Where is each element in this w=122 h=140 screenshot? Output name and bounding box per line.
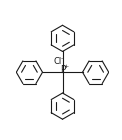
Text: +: + [64, 64, 69, 69]
Text: P: P [61, 65, 66, 74]
Text: -: - [61, 57, 63, 62]
Text: Cl: Cl [53, 57, 61, 66]
